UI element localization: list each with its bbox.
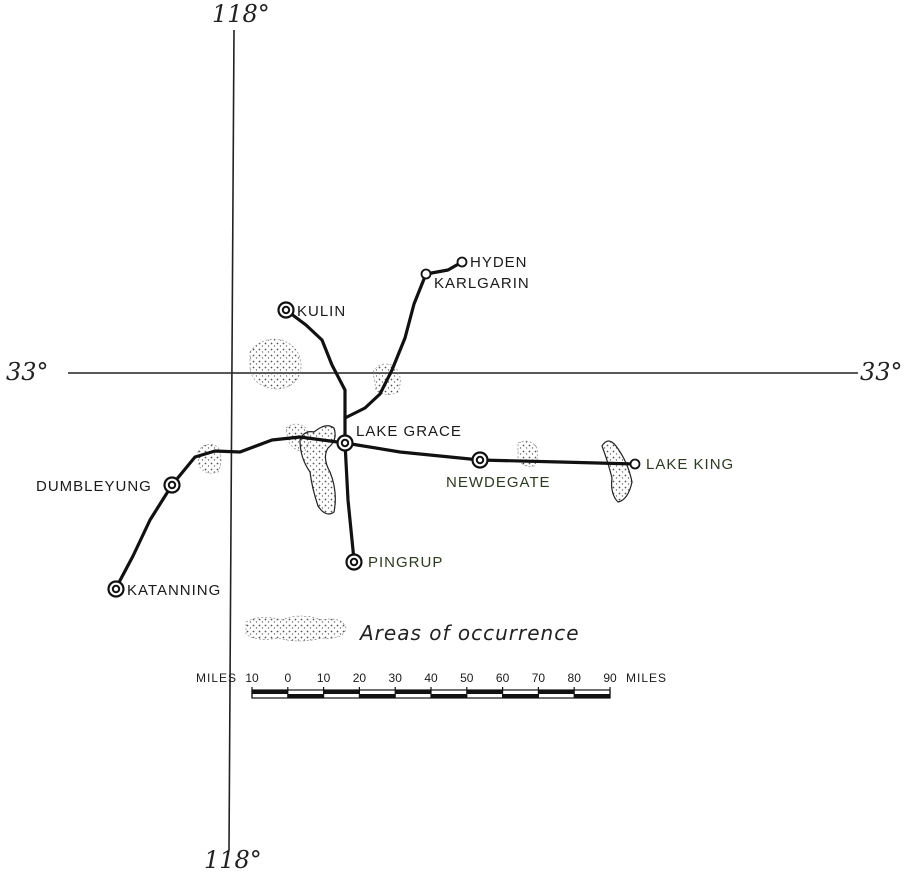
town-label-katanning: KATANNING bbox=[127, 582, 221, 599]
railway-katanning-lakegrace-lakeking bbox=[114, 435, 637, 590]
town-label-dumbleyung: DUMBLEYUNG bbox=[36, 478, 152, 495]
lake-grace-salt-lake bbox=[299, 425, 336, 515]
scale-segment bbox=[395, 690, 431, 694]
scale-tick-label: 40 bbox=[424, 671, 438, 685]
meridian-label-bottom: 118° bbox=[204, 846, 262, 874]
occurrence-area-dumbleyung bbox=[197, 444, 222, 474]
scale-bar-outline bbox=[251, 689, 611, 699]
scale-segment bbox=[431, 694, 467, 698]
scale-tick-label: 90 bbox=[603, 671, 617, 685]
scale-segment bbox=[323, 690, 360, 694]
scale-tick-label: 10 bbox=[245, 671, 259, 685]
scale-tick-label: 30 bbox=[389, 671, 403, 685]
railway-kulin-pingrup bbox=[284, 308, 356, 562]
scale-tick-label: 10 bbox=[317, 671, 331, 685]
scale-segment bbox=[574, 694, 610, 698]
salt-lakes bbox=[299, 425, 633, 515]
town-label-pingrup: PINGRUP bbox=[368, 554, 443, 571]
scale-segment bbox=[538, 690, 575, 694]
stipple-area-icon bbox=[245, 615, 347, 642]
scale-segment bbox=[502, 694, 539, 698]
meridian-label-top: 118° bbox=[212, 0, 270, 28]
town-label-kulin: KULIN bbox=[297, 303, 346, 320]
scale-tick-label: 70 bbox=[532, 671, 546, 685]
town-label-hyden: HYDEN bbox=[470, 254, 528, 271]
occurrence-area-west-kulin bbox=[249, 338, 302, 390]
meridian-118-line bbox=[228, 29, 235, 851]
railway-lakegrace-karlgarin bbox=[343, 272, 428, 420]
scale-segment bbox=[252, 690, 288, 694]
scale-unit-right: MILES bbox=[626, 671, 667, 685]
scale-segment bbox=[466, 690, 503, 694]
parallel-label-left: 33° bbox=[6, 358, 49, 386]
legend: Areas of occurrence bbox=[245, 615, 580, 645]
lake-king-marker-icon bbox=[629, 458, 641, 470]
karlgarin-marker-icon bbox=[420, 268, 432, 280]
scale-segments bbox=[251, 687, 611, 699]
scale-tick-label: 50 bbox=[460, 671, 474, 685]
lake-king-salt-lake bbox=[601, 440, 633, 503]
dumbleyung-marker-icon bbox=[163, 476, 181, 494]
town-label-karlgarin: KARLGARIN bbox=[434, 275, 530, 292]
parallel-label-right: 33° bbox=[860, 358, 903, 386]
katanning-marker-icon bbox=[107, 580, 125, 598]
kulin-marker-icon bbox=[277, 301, 295, 319]
town-label-newdegate: NEWDEGATE bbox=[446, 474, 551, 491]
scale-segment bbox=[359, 694, 396, 698]
scale-tick-labels: 10 0 10 20 30 40 50 60 70 80 90 bbox=[245, 671, 617, 685]
town-symbols bbox=[107, 256, 641, 598]
scale-tick-label: 20 bbox=[353, 671, 367, 685]
legend-label: Areas of occurrence bbox=[358, 621, 580, 645]
scale-tick-label: 60 bbox=[496, 671, 510, 685]
hyden-marker-icon bbox=[456, 256, 468, 268]
lake-grace-marker-icon bbox=[336, 434, 354, 452]
scale-unit-left: MILES bbox=[196, 671, 237, 685]
scale-bar: MILES MILES 10 0 10 20 30 40 50 60 70 80 90 bbox=[196, 671, 667, 699]
town-label-lake-king: LAKE KING bbox=[646, 456, 734, 473]
scale-tick-label: 80 bbox=[568, 671, 582, 685]
railway-karlgarin-hyden bbox=[424, 260, 464, 276]
pingrup-marker-icon bbox=[345, 553, 363, 571]
scale-tick-label: 0 bbox=[284, 671, 291, 685]
scale-segment bbox=[287, 694, 324, 698]
town-label-lake-grace: LAKE GRACE bbox=[356, 423, 462, 440]
newdegate-marker-icon bbox=[471, 451, 489, 469]
